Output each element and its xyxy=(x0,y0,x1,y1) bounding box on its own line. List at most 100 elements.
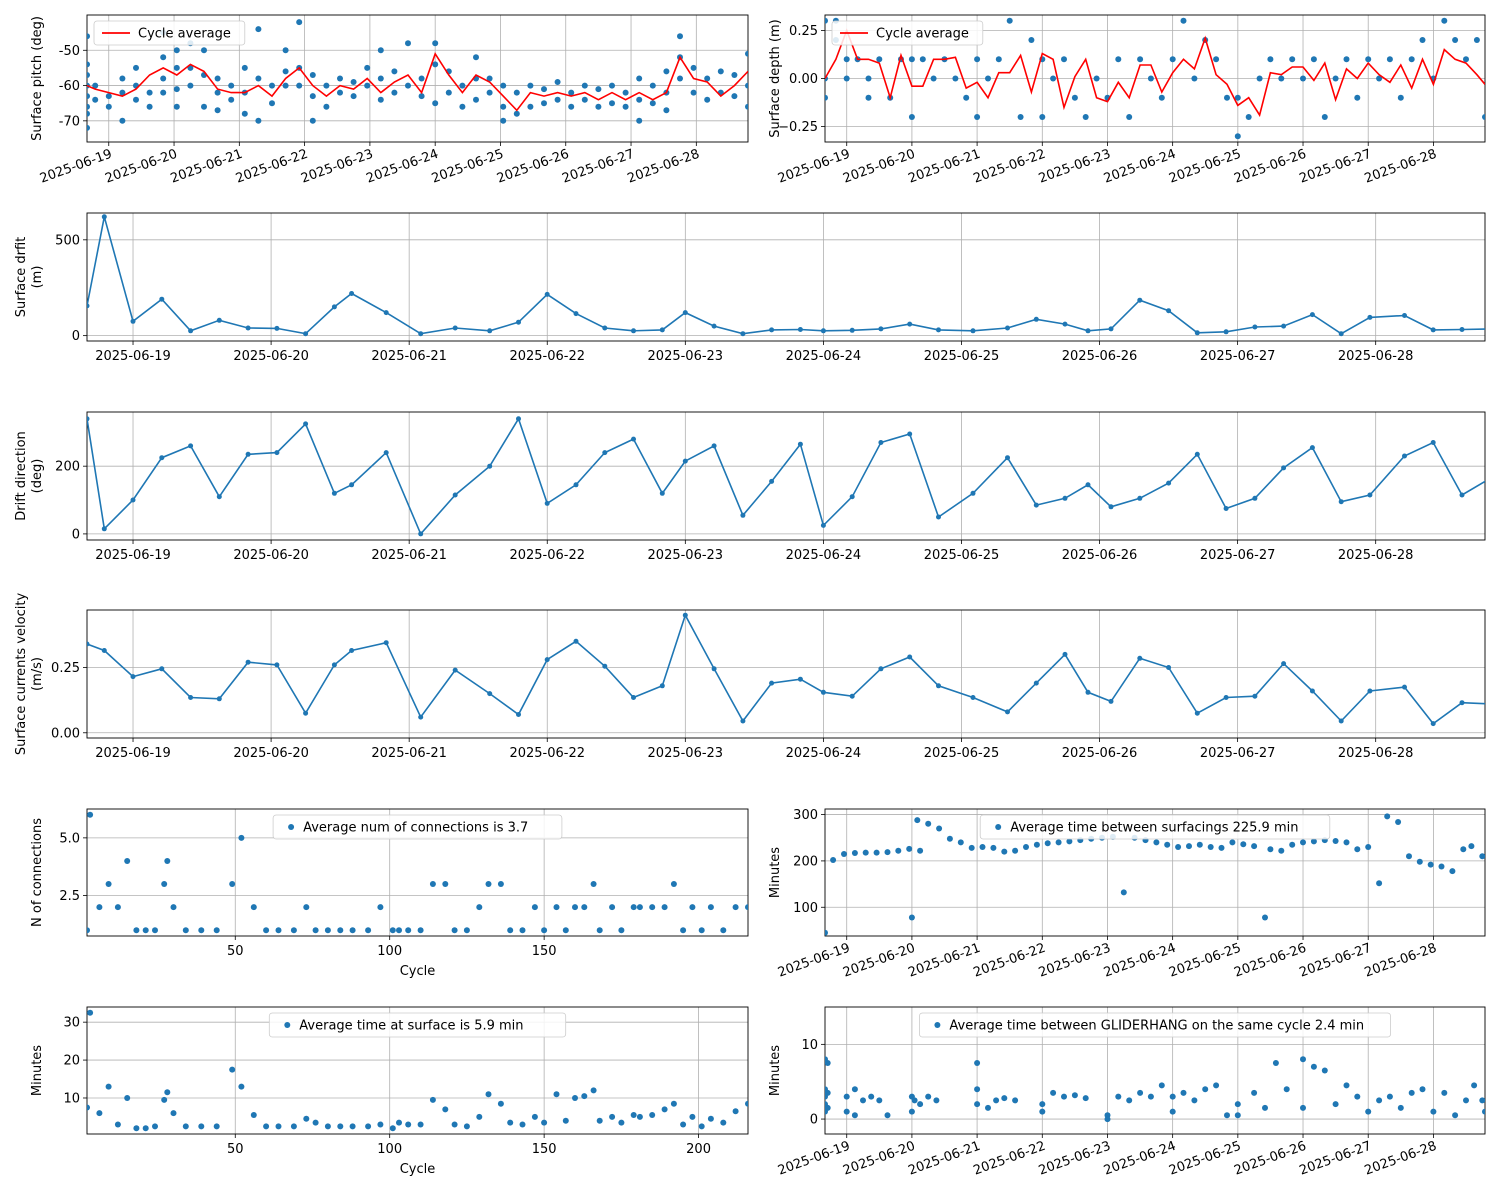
data-point xyxy=(1191,1097,1198,1104)
data-point xyxy=(1050,75,1057,82)
x-tick-label: 2025-06-26 xyxy=(1062,548,1138,563)
data-point xyxy=(731,93,738,100)
data-point xyxy=(1012,847,1019,854)
data-point xyxy=(1196,841,1203,848)
data-point xyxy=(216,696,222,702)
chart-surfacing-interval: 2025-06-192025-06-202025-06-212025-06-22… xyxy=(768,808,1486,981)
data-point xyxy=(974,1060,981,1066)
data-point xyxy=(173,86,180,93)
data-point xyxy=(936,327,941,333)
data-point xyxy=(1488,476,1493,481)
legend-dot-swatch xyxy=(288,824,295,830)
data-point xyxy=(1005,325,1010,331)
data-point xyxy=(1278,847,1285,854)
data-point xyxy=(843,1108,850,1115)
x-tick-label: 2025-06-23 xyxy=(648,349,724,364)
data-point xyxy=(96,904,103,911)
axes-frame xyxy=(86,808,749,937)
data-point xyxy=(133,64,139,71)
data-point xyxy=(1430,1108,1437,1115)
data-point xyxy=(895,847,902,854)
data-point xyxy=(188,443,194,449)
data-point xyxy=(553,904,560,911)
data-point xyxy=(1459,492,1465,498)
data-point xyxy=(445,89,452,96)
x-tick-label: 2025-06-20 xyxy=(233,746,309,761)
data-point xyxy=(391,68,398,75)
data-point xyxy=(1482,1108,1485,1115)
data-point xyxy=(1033,316,1039,322)
data-point xyxy=(349,482,355,488)
axes-frame xyxy=(824,1006,1486,1135)
data-point xyxy=(740,718,746,724)
data-point xyxy=(1245,114,1252,120)
x-tick-label: 2025-06-28 xyxy=(1338,746,1414,761)
x-tick-label: 2025-06-26 xyxy=(1062,349,1138,364)
data-point xyxy=(602,663,608,669)
x-tick-label: 2025-06-28 xyxy=(1363,1139,1439,1179)
data-point xyxy=(1300,1056,1306,1063)
data-point xyxy=(201,47,207,54)
data-point xyxy=(290,927,297,934)
data-point xyxy=(1213,1082,1220,1089)
data-point xyxy=(432,40,439,47)
data-point xyxy=(497,881,504,887)
data-point xyxy=(238,834,245,841)
data-point xyxy=(87,93,90,100)
data-point xyxy=(974,1101,981,1108)
x-tick-label: 2025-06-28 xyxy=(1338,349,1414,364)
data-point xyxy=(609,1113,616,1120)
data-point xyxy=(159,296,165,302)
data-point xyxy=(1338,499,1344,505)
data-point xyxy=(1169,1093,1176,1100)
data-point xyxy=(609,904,616,911)
data-point xyxy=(531,904,538,911)
y-axis-label: Surface pitch (deg) xyxy=(30,16,45,141)
legend-box xyxy=(272,814,563,840)
data-point xyxy=(274,450,280,456)
data-point xyxy=(119,117,126,124)
data-point xyxy=(1332,838,1339,844)
data-point xyxy=(463,927,470,934)
data-point xyxy=(1252,693,1258,699)
data-point xyxy=(1033,502,1039,508)
data-point xyxy=(296,82,303,89)
x-tick-label: 2025-06-27 xyxy=(1200,548,1276,563)
data-point xyxy=(682,458,688,464)
data-point xyxy=(797,676,803,682)
data-point xyxy=(957,839,964,846)
data-point xyxy=(1272,1060,1279,1066)
data-point xyxy=(908,114,915,120)
data-point xyxy=(133,96,139,103)
data-point xyxy=(914,817,921,824)
data-point xyxy=(1062,651,1068,657)
plot-area xyxy=(87,214,1485,337)
data-point xyxy=(1234,1101,1241,1108)
data-point xyxy=(851,850,858,856)
data-point xyxy=(825,929,828,936)
data-point xyxy=(1001,1095,1008,1102)
x-tick-label: 2025-06-22 xyxy=(972,1139,1048,1179)
data-point xyxy=(1468,843,1475,850)
data-point xyxy=(160,75,167,82)
data-point xyxy=(133,1125,140,1132)
data-point xyxy=(740,512,746,518)
x-tick-label: 2025-06-24 xyxy=(1102,1139,1178,1179)
legend-label: Cycle average xyxy=(138,27,231,42)
data-point xyxy=(96,1110,103,1117)
data-point xyxy=(1115,1093,1122,1100)
data-point xyxy=(1061,56,1067,63)
data-point xyxy=(1281,661,1287,667)
data-point xyxy=(1416,858,1423,865)
x-tick-label: 2025-06-28 xyxy=(1338,548,1414,563)
data-point xyxy=(745,1100,748,1107)
data-point xyxy=(1367,314,1373,320)
data-point xyxy=(1061,1093,1067,1100)
plot-area xyxy=(87,1009,748,1132)
data-point xyxy=(119,75,126,82)
data-point xyxy=(452,492,458,498)
data-point xyxy=(337,89,343,96)
data-point xyxy=(1186,843,1192,850)
data-point xyxy=(541,86,547,93)
